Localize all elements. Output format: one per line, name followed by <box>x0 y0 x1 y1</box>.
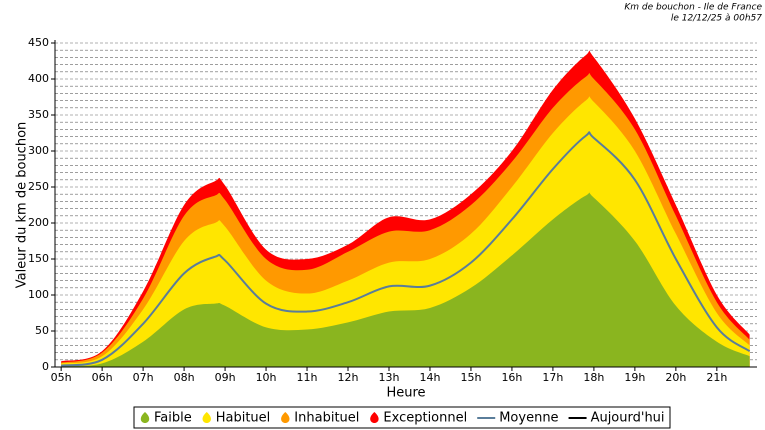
y-tick-label: 200 <box>28 216 49 229</box>
x-tick-label: 06h <box>92 371 113 384</box>
x-tick-label: 07h <box>133 371 154 384</box>
x-tick-label: 08h <box>174 371 195 384</box>
x-tick-label: 19h <box>624 371 645 384</box>
y-tick-label: 400 <box>28 72 49 85</box>
legend-item: Aujourd'hui <box>568 411 665 426</box>
y-tick-label: 100 <box>28 288 49 301</box>
legend-label: Aujourd'hui <box>591 411 665 426</box>
legend-box <box>133 406 671 429</box>
area <box>61 192 750 367</box>
y-axis-label: Valeur du km de bouchon <box>15 122 30 289</box>
legend-label: Moyenne <box>499 411 558 426</box>
x-tick-label: 15h <box>460 371 481 384</box>
x-tick-label: 10h <box>256 371 277 384</box>
legend-item: Inhabituel <box>281 411 359 426</box>
y-tick-label: 0 <box>42 360 49 373</box>
y-tick-label: 50 <box>35 324 49 337</box>
x-tick-label: 17h <box>542 371 563 384</box>
y-tick-label: 450 <box>28 36 49 49</box>
legend-swatch <box>281 412 290 423</box>
x-tick-label: 18h <box>583 371 604 384</box>
legend-label: Inhabituel <box>294 411 359 426</box>
y-tick-label: 350 <box>28 108 49 121</box>
legend-item: Exceptionnel <box>370 411 467 426</box>
y-tick-label: 150 <box>28 252 49 265</box>
line <box>61 131 751 367</box>
chart-subtitle: le 12/12/25 à 00h57 <box>671 14 762 24</box>
legend-swatch <box>140 412 150 423</box>
y-tick-label: 300 <box>28 144 49 157</box>
x-tick-label: 16h <box>501 371 522 384</box>
x-tick-label: 11h <box>297 371 318 384</box>
legend-swatch <box>202 412 211 423</box>
legend-swatch <box>370 412 379 423</box>
x-tick-label: 05h <box>51 371 72 384</box>
x-tick-label: 21h <box>706 371 727 384</box>
legend-label: Exceptionnel <box>383 411 467 426</box>
legend-item: Faible <box>140 411 192 426</box>
legend-item: Habituel <box>202 411 271 426</box>
legend-label: Habituel <box>216 411 271 426</box>
x-tick-label: 20h <box>665 371 686 384</box>
x-tick-label: 12h <box>338 371 359 384</box>
x-tick-label: 09h <box>215 371 236 384</box>
legend: Faible Habituel Inhabituel Exceptionnel Moye… <box>133 406 671 429</box>
x-tick-label: 13h <box>379 371 400 384</box>
legend-item: Moyenne <box>477 411 559 426</box>
x-tick-label: 14h <box>419 371 440 384</box>
y-tick-label: 250 <box>28 180 49 193</box>
x-axis-label: Heure <box>386 386 425 401</box>
legend-label: Faible <box>154 411 192 426</box>
chart-title: Km de bouchon - Ile de France <box>624 3 762 13</box>
